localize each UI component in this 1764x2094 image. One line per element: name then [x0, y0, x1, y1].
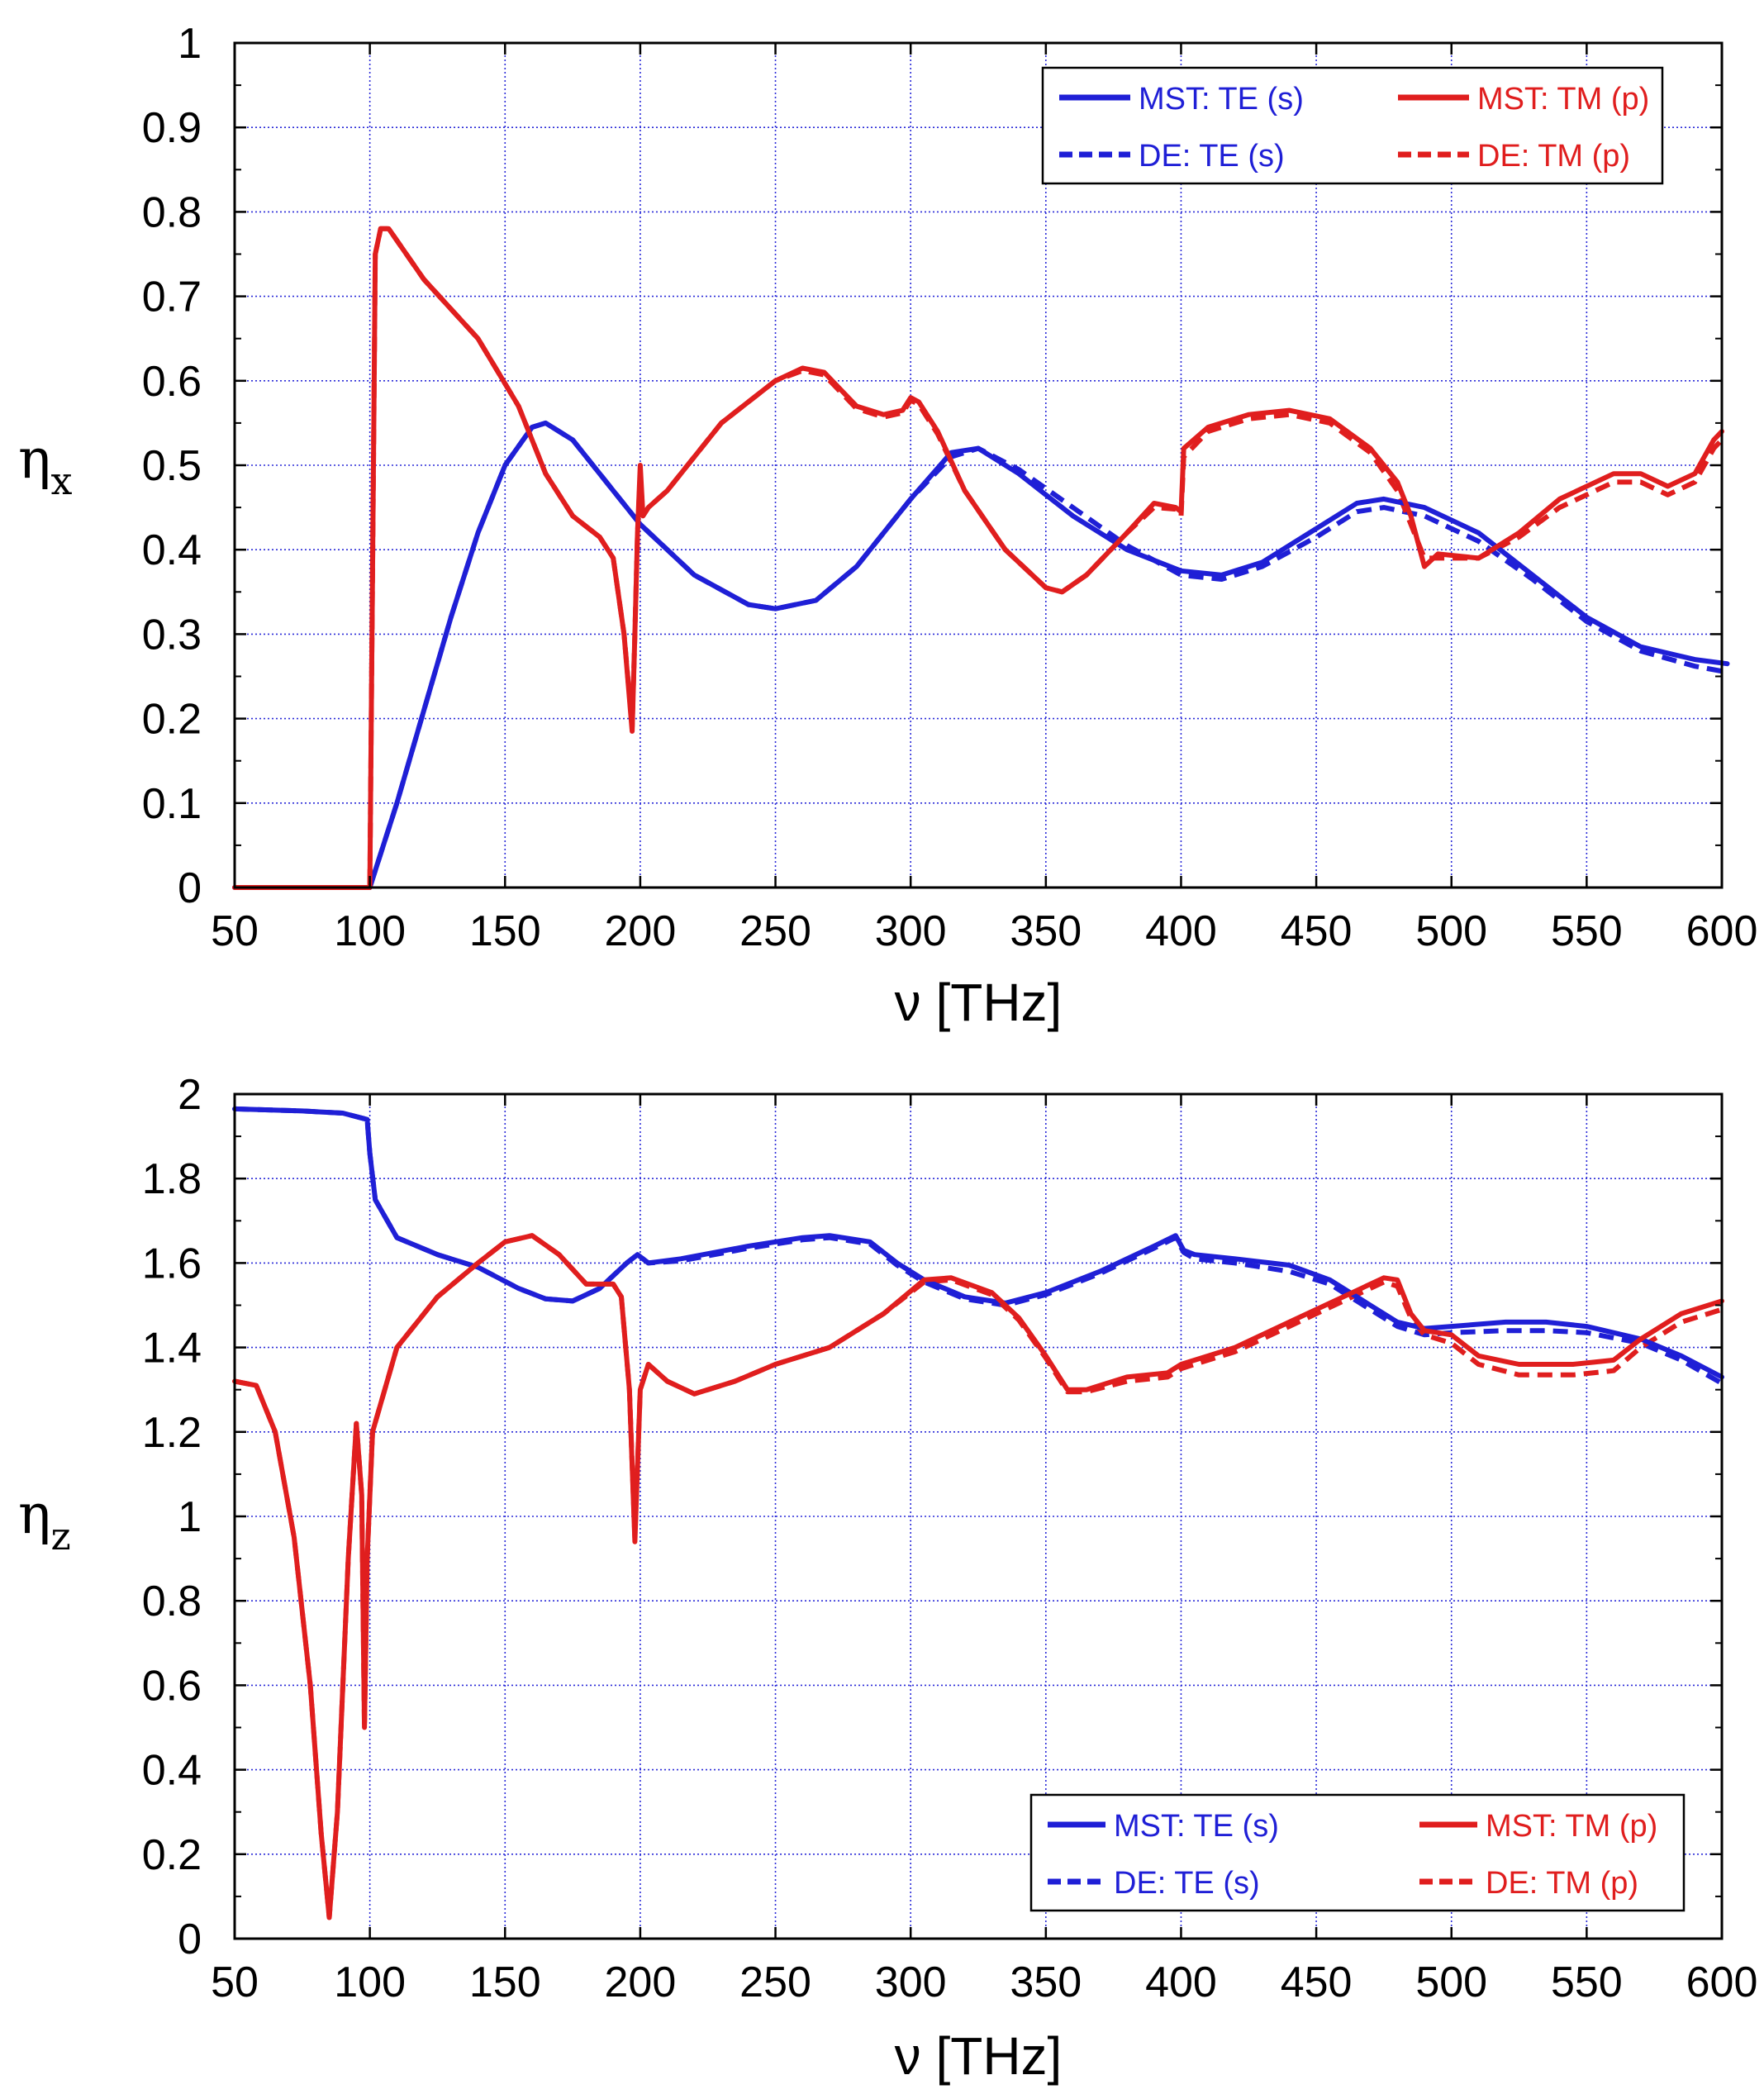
x-tick-label: 50	[211, 1958, 259, 2006]
y-tick-label: 1.2	[142, 1409, 202, 1457]
legend-label-mst-tm: MST: TM (p)	[1486, 1809, 1657, 1844]
y-tick-label: 0.2	[142, 1831, 202, 1879]
y-tick-label: 0.3	[142, 611, 202, 659]
y-tick-label: 0.1	[142, 780, 202, 828]
x-tick-labels: 50 100 150 200 250 300 350 400 450 500 550 600	[211, 907, 1757, 955]
x-tick-label: 300	[875, 1958, 947, 2006]
legend-label-de-te: DE: TE (s)	[1139, 139, 1285, 174]
y-tick-label: 1	[178, 1493, 202, 1541]
y-tick-labels: 0 0.2 0.4 0.6 0.8 1 1.2 1.4 1.6 1.8 2	[142, 1071, 202, 1963]
x-tick-label: 100	[334, 907, 406, 955]
x-tick-label: 150	[469, 1958, 541, 2006]
legend: MST: TE (s) MST: TM (p) DE: TE (s) DE: T…	[1041, 66, 1664, 185]
y-axis-label: ηx	[18, 427, 73, 503]
y-tick-label: 0.6	[142, 358, 202, 406]
y-tick-label: 0.2	[142, 696, 202, 744]
legend-box	[1029, 1793, 1686, 1912]
x-tick-label: 100	[334, 1958, 406, 2006]
y-tick-label: 0.5	[142, 442, 202, 490]
y-tick-label: 0.4	[142, 526, 202, 574]
x-tick-label: 550	[1551, 907, 1623, 955]
x-tick-label: 50	[211, 907, 259, 955]
legend-label-mst-te: MST: TE (s)	[1139, 82, 1304, 117]
x-tick-label: 550	[1551, 1958, 1623, 2006]
y-axis-label-subscript: x	[51, 459, 73, 503]
x-tick-label: 500	[1415, 907, 1487, 955]
y-axis-label-symbol: η	[18, 427, 51, 491]
y-tick-label: 0.7	[142, 274, 202, 321]
tick-marks	[233, 1092, 1724, 1940]
legend-label-de-te: DE: TE (s)	[1114, 1866, 1260, 1901]
x-tick-label: 500	[1415, 1958, 1487, 2006]
x-tick-labels: 50 100 150 200 250 300 350 400 450 500 550 600	[211, 1958, 1757, 2006]
legend: MST: TE (s) MST: TM (p) DE: TE (s) DE: T…	[1029, 1793, 1686, 1912]
y-tick-label: 0	[178, 864, 202, 912]
y-tick-label: 0.8	[142, 188, 202, 236]
legend-label-mst-te: MST: TE (s)	[1114, 1809, 1279, 1844]
x-tick-label: 200	[605, 907, 677, 955]
y-tick-label: 0.4	[142, 1747, 202, 1795]
chart-eta-z: 50 100 150 200 250 300 350 400 450 500 550 600 0 0.2…	[18, 1071, 1757, 2086]
x-tick-label: 400	[1145, 1958, 1217, 2006]
y-axis-label-subscript: z	[51, 1514, 71, 1559]
y-tick-label: 1	[178, 20, 202, 68]
x-tick-label: 200	[605, 1958, 677, 2006]
y-tick-label: 1.6	[142, 1240, 202, 1287]
series-line-mst-te-s	[232, 420, 1730, 890]
x-tick-label: 250	[739, 907, 811, 955]
y-axis-label-symbol: η	[18, 1482, 51, 1546]
x-axis-label: ν [THz]	[895, 2026, 1063, 2086]
x-tick-label: 400	[1145, 907, 1217, 955]
series-line-mst-tm-p	[232, 226, 1724, 890]
grid-lines	[235, 1094, 1722, 1939]
x-tick-label: 150	[469, 907, 541, 955]
x-tick-label: 250	[739, 1958, 811, 2006]
y-tick-labels: 0 0.1 0.2 0.3 0.4 0.5 0.6 0.7 0.8 0.9 1	[142, 20, 202, 912]
y-tick-label: 2	[178, 1071, 202, 1119]
series-layer	[232, 1106, 1724, 1920]
y-tick-label: 0.8	[142, 1578, 202, 1625]
series-line-mst-tm-p	[232, 1233, 1724, 1920]
y-tick-label: 0.9	[142, 104, 202, 152]
x-axis-label: ν [THz]	[895, 973, 1063, 1032]
x-tick-label: 600	[1686, 907, 1758, 955]
x-tick-label: 450	[1281, 1958, 1353, 2006]
legend-label-mst-tm: MST: TM (p)	[1477, 82, 1649, 117]
y-tick-label: 1.4	[142, 1325, 202, 1373]
legend-label-de-tm: DE: TM (p)	[1486, 1866, 1638, 1901]
chart-eta-x: 50 100 150 200 250 300 350 400 450 500 550 600 0 0.1…	[18, 20, 1757, 1032]
x-tick-label: 300	[875, 907, 947, 955]
legend-label-de-tm: DE: TM (p)	[1477, 139, 1630, 174]
legend-box	[1041, 66, 1664, 185]
x-tick-label: 600	[1686, 1958, 1758, 2006]
x-tick-label: 350	[1010, 1958, 1082, 2006]
y-tick-label: 1.8	[142, 1155, 202, 1203]
y-tick-label: 0.6	[142, 1662, 202, 1710]
tick-marks	[233, 41, 1724, 889]
x-tick-label: 350	[1010, 907, 1082, 955]
y-axis-label: ηz	[18, 1482, 71, 1559]
series-layer	[232, 226, 1730, 890]
x-tick-label: 450	[1281, 907, 1353, 955]
y-tick-label: 0	[178, 1916, 202, 1963]
